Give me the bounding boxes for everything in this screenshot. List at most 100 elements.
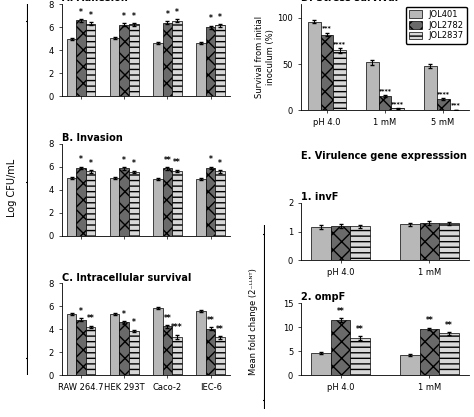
Text: *: * bbox=[132, 319, 136, 327]
Text: **: ** bbox=[337, 307, 345, 316]
Bar bbox=[153, 179, 163, 236]
Bar bbox=[163, 327, 172, 375]
Bar bbox=[400, 224, 419, 261]
Bar bbox=[129, 331, 138, 375]
Text: Log CFU/mL: Log CFU/mL bbox=[7, 158, 17, 217]
Bar bbox=[308, 22, 320, 110]
Bar bbox=[196, 43, 206, 96]
Bar bbox=[129, 24, 138, 96]
Text: **: ** bbox=[445, 321, 453, 330]
Bar bbox=[331, 320, 350, 375]
Text: E. Virulence gene expresssion: E. Virulence gene expresssion bbox=[301, 151, 467, 161]
Bar bbox=[119, 322, 129, 375]
Text: D. Stress survival: D. Stress survival bbox=[301, 0, 398, 3]
Bar bbox=[331, 226, 350, 261]
Text: **: ** bbox=[164, 156, 171, 165]
Bar bbox=[86, 171, 95, 236]
Bar bbox=[172, 21, 182, 96]
Bar bbox=[419, 223, 439, 261]
Bar bbox=[163, 168, 172, 236]
Text: *: * bbox=[132, 12, 136, 20]
Bar bbox=[311, 353, 331, 375]
Bar bbox=[172, 171, 182, 236]
Bar bbox=[76, 168, 86, 236]
Bar bbox=[153, 308, 163, 375]
Bar bbox=[67, 314, 76, 375]
Text: **: ** bbox=[356, 324, 364, 334]
Bar bbox=[153, 43, 163, 96]
Bar bbox=[172, 337, 182, 375]
Text: ****: **** bbox=[437, 91, 450, 96]
Bar bbox=[333, 50, 346, 110]
Text: *: * bbox=[89, 11, 92, 20]
Bar bbox=[215, 25, 225, 96]
Text: C. Intracellular survival: C. Intracellular survival bbox=[62, 273, 191, 283]
Text: B. Invasion: B. Invasion bbox=[62, 133, 122, 143]
Text: *: * bbox=[209, 15, 212, 23]
Bar bbox=[400, 355, 419, 375]
Bar bbox=[67, 39, 76, 96]
Text: **: ** bbox=[207, 316, 215, 325]
Bar bbox=[110, 38, 119, 96]
Bar bbox=[86, 327, 95, 375]
Bar bbox=[110, 314, 119, 375]
Text: ***: *** bbox=[322, 25, 332, 30]
Text: 1. invF: 1. invF bbox=[301, 192, 338, 202]
Bar bbox=[215, 171, 225, 236]
Text: *: * bbox=[79, 8, 83, 17]
Text: **: ** bbox=[164, 314, 171, 323]
Bar bbox=[163, 23, 172, 96]
Text: *: * bbox=[132, 159, 136, 168]
Text: ***: *** bbox=[451, 103, 461, 108]
Text: **: ** bbox=[173, 158, 181, 167]
Bar bbox=[206, 329, 215, 375]
Text: *: * bbox=[122, 12, 126, 21]
Bar bbox=[366, 62, 379, 110]
Text: *: * bbox=[209, 156, 212, 164]
Text: ****: **** bbox=[392, 101, 404, 106]
Text: 2. ompF: 2. ompF bbox=[301, 292, 345, 302]
Bar bbox=[206, 168, 215, 236]
Text: *: * bbox=[218, 159, 222, 168]
Text: Mean fold change (2⁻ᴸᴸᴺᵀ): Mean fold change (2⁻ᴸᴸᴺᵀ) bbox=[249, 268, 258, 374]
Text: *: * bbox=[122, 156, 126, 165]
Bar bbox=[196, 311, 206, 375]
Text: ****: **** bbox=[333, 41, 346, 46]
Bar bbox=[119, 25, 129, 96]
Bar bbox=[379, 96, 392, 110]
Bar bbox=[311, 227, 331, 261]
Text: ***: *** bbox=[171, 324, 183, 332]
Bar bbox=[419, 329, 439, 375]
Bar bbox=[196, 179, 206, 236]
Text: *: * bbox=[122, 310, 126, 319]
Text: **: ** bbox=[87, 314, 94, 324]
Bar bbox=[350, 226, 370, 261]
Bar bbox=[350, 338, 370, 375]
Text: ****: **** bbox=[379, 88, 392, 93]
Bar bbox=[215, 337, 225, 375]
Bar bbox=[206, 27, 215, 96]
Bar bbox=[439, 333, 459, 375]
Bar bbox=[424, 66, 437, 110]
Text: **: ** bbox=[426, 317, 433, 325]
Bar bbox=[437, 99, 449, 110]
Bar bbox=[110, 178, 119, 236]
Text: A. Adhesion: A. Adhesion bbox=[62, 0, 128, 3]
Bar bbox=[129, 172, 138, 236]
Bar bbox=[320, 35, 333, 110]
Legend: JOL401, JOL2782, JOL2837: JOL401, JOL2782, JOL2837 bbox=[406, 7, 467, 44]
Bar bbox=[67, 178, 76, 236]
Bar bbox=[86, 24, 95, 96]
Bar bbox=[76, 20, 86, 96]
Text: *: * bbox=[218, 13, 222, 22]
Bar bbox=[119, 168, 129, 236]
Text: *: * bbox=[89, 159, 92, 168]
Y-axis label: Survival from initial
inoculum (%): Survival from initial inoculum (%) bbox=[255, 16, 274, 98]
Text: **: ** bbox=[216, 325, 224, 334]
Text: *: * bbox=[79, 307, 83, 316]
Text: *: * bbox=[175, 8, 179, 17]
Bar bbox=[76, 319, 86, 375]
Text: *: * bbox=[165, 10, 169, 19]
Bar bbox=[392, 108, 404, 110]
Text: *: * bbox=[79, 156, 83, 164]
